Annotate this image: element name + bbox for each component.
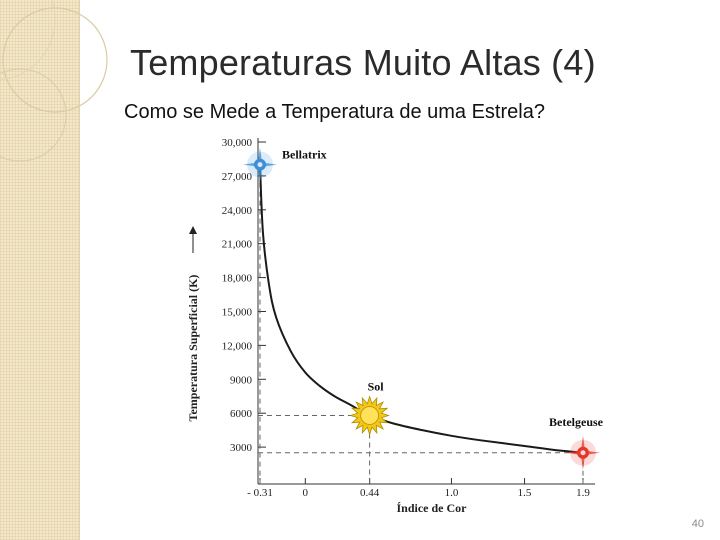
x-tick-label: 1.5 [518,487,532,499]
y-tick-label: 15,000 [222,307,253,319]
y-axis-title: Temperatura Superficial (K) [186,275,200,422]
star-betelgeuse-marker [566,435,600,470]
x-tick-label: - 0.31 [247,487,273,499]
x-axis-title: Índice de Cor [397,501,468,515]
x-tick-label: 1.9 [576,487,590,499]
chart-curve-layer [259,164,584,454]
chart-axes: 30,000 27,000 24,000 21,000 18,000 15,000 12,0… [222,137,595,499]
star-label-betelgeuse: Betelgeuse [549,415,604,429]
y-tick-label: 9000 [230,374,253,386]
star-sol-core [360,405,380,425]
star-sol-marker [349,395,390,436]
x-tick-label: 1.0 [445,487,459,499]
temperature-curve [259,164,584,454]
side-band-edge [79,0,80,540]
chart-stars-layer [243,147,600,470]
decorative-circle-1 [2,7,108,113]
star-bellatrix-highlight [257,162,263,168]
star-label-bellatrix: Bellatrix [282,148,327,162]
y-tick-label: 18,000 [222,273,253,285]
decorative-circle-3 [0,0,56,81]
star-betelgeuse-highlight [580,450,586,456]
slide-title: Temperaturas Muito Altas (4) [130,42,596,83]
y-tick-label: 21,000 [222,239,253,251]
page-number: 40 [691,518,704,530]
star-bellatrix-marker [243,147,277,182]
chart-guide-lines [258,164,584,484]
y-tick-label: 24,000 [222,205,253,217]
y-tick-label: 6000 [230,408,253,420]
x-tick-label: 0 [303,487,309,499]
slide-subtitle: Como se Mede a Temperatura de uma Estrel… [124,101,545,123]
y-tick-label: 12,000 [222,340,253,352]
x-tick-label: 0.44 [360,487,380,499]
decorative-circle-2 [0,68,67,162]
y-tick-label: 30,000 [222,137,253,149]
y-tick-label: 27,000 [222,171,253,183]
star-label-sol: Sol [368,379,385,393]
y-tick-label: 3000 [230,442,253,454]
chart-labels-layer: Índice de Cor Temperatura Superficial (K)… [186,148,604,515]
y-axis-title-arrowhead [189,226,197,234]
decorative-side-band [0,0,80,540]
